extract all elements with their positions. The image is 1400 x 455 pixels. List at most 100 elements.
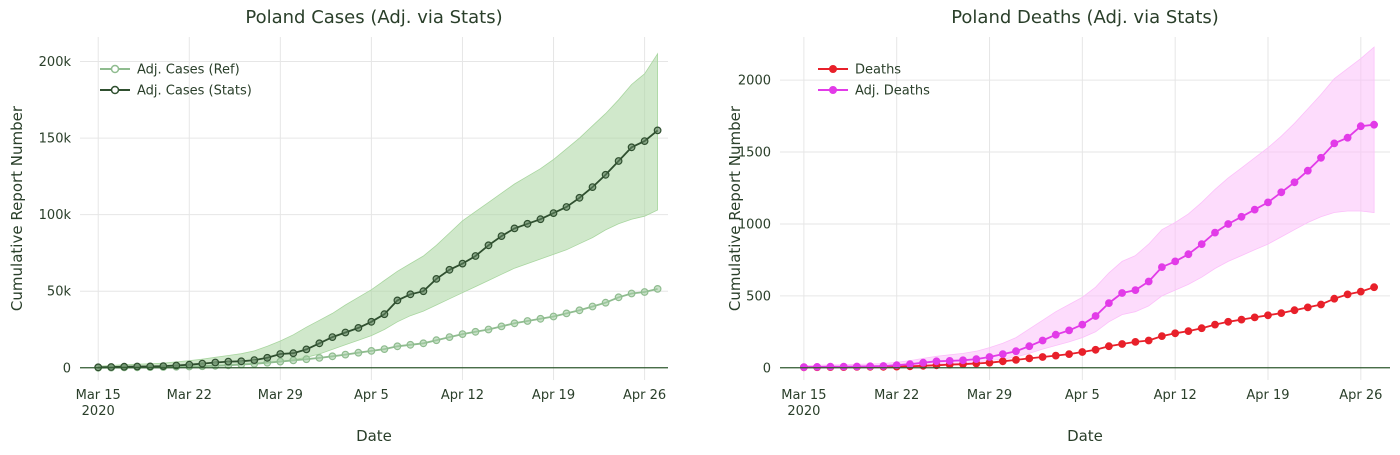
deaths-point[interactable] bbox=[1091, 345, 1100, 354]
adj-cases-ref-point[interactable] bbox=[289, 356, 298, 365]
deaths-point[interactable] bbox=[1184, 327, 1193, 336]
deaths-point[interactable] bbox=[1197, 324, 1206, 333]
adj-cases-stats-point[interactable] bbox=[380, 310, 389, 319]
adj-deaths-point[interactable] bbox=[945, 357, 954, 365]
deaths-point[interactable] bbox=[1277, 309, 1286, 318]
adj-cases-stats-point[interactable] bbox=[328, 333, 337, 342]
adj-cases-stats-point[interactable] bbox=[263, 353, 272, 362]
adj-cases-stats-point[interactable] bbox=[159, 362, 168, 371]
adj-deaths-point[interactable] bbox=[919, 358, 928, 367]
adj-cases-stats-point[interactable] bbox=[120, 362, 129, 371]
legend-entry-deaths[interactable]: Deaths bbox=[855, 63, 901, 78]
adj-cases-ref-point[interactable] bbox=[419, 339, 428, 348]
deaths-point[interactable] bbox=[1144, 336, 1153, 345]
adj-deaths-point[interactable] bbox=[1091, 312, 1100, 320]
adj-deaths-point[interactable] bbox=[1197, 240, 1206, 249]
adj-deaths-point[interactable] bbox=[1290, 178, 1299, 187]
deaths-point[interactable] bbox=[1038, 353, 1047, 361]
adj-cases-ref-point[interactable] bbox=[588, 302, 597, 311]
adj-cases-stats-point[interactable] bbox=[458, 259, 467, 268]
adj-deaths-point[interactable] bbox=[1131, 286, 1140, 295]
adj-cases-stats-point[interactable] bbox=[198, 359, 207, 368]
adj-cases-ref-point[interactable] bbox=[640, 288, 649, 296]
adj-cases-stats-point[interactable] bbox=[237, 357, 246, 366]
adj-deaths-point[interactable] bbox=[998, 350, 1007, 359]
adj-cases-stats-point[interactable] bbox=[497, 232, 506, 241]
adj-deaths-point[interactable] bbox=[1065, 326, 1073, 335]
adj-deaths-point[interactable] bbox=[1237, 212, 1246, 221]
adj-deaths-point[interactable] bbox=[932, 357, 941, 366]
adj-cases-stats-point[interactable] bbox=[601, 170, 610, 179]
adj-cases-stats-point[interactable] bbox=[276, 350, 285, 358]
adj-deaths-point[interactable] bbox=[1171, 257, 1180, 266]
adj-cases-stats-point[interactable] bbox=[510, 224, 519, 233]
adj-deaths-point[interactable] bbox=[839, 362, 848, 371]
adj-deaths-point[interactable] bbox=[1224, 220, 1233, 228]
deaths-point[interactable] bbox=[1118, 340, 1126, 348]
adj-deaths-point[interactable] bbox=[1038, 336, 1047, 345]
adj-cases-stats-point[interactable] bbox=[354, 324, 363, 332]
adj-cases-ref-point[interactable] bbox=[328, 352, 337, 361]
adj-deaths-point[interactable] bbox=[800, 363, 808, 372]
adj-deaths-point[interactable] bbox=[892, 361, 901, 370]
adj-cases-ref-point[interactable] bbox=[614, 293, 623, 302]
adj-cases-ref-point[interactable] bbox=[484, 325, 493, 334]
legend-entry-adj-deaths[interactable]: Adj. Deaths bbox=[855, 84, 930, 99]
deaths-point[interactable] bbox=[1157, 332, 1166, 341]
adj-deaths-point[interactable] bbox=[1012, 347, 1020, 356]
deaths-point[interactable] bbox=[1171, 329, 1180, 338]
adj-cases-stats-point[interactable] bbox=[406, 290, 415, 299]
deaths-point[interactable] bbox=[1343, 290, 1352, 299]
deaths-point[interactable] bbox=[1065, 350, 1073, 359]
adj-deaths-point[interactable] bbox=[826, 362, 835, 371]
adj-cases-ref-point[interactable] bbox=[497, 322, 506, 331]
adj-deaths-point[interactable] bbox=[1356, 122, 1365, 131]
legend-entry-adj-cases-ref[interactable]: Adj. Cases (Ref) bbox=[137, 63, 240, 78]
adj-deaths-point[interactable] bbox=[985, 353, 994, 361]
adj-cases-stats-point[interactable] bbox=[419, 287, 428, 296]
legend-entry-adj-cases-stats[interactable]: Adj. Cases (Stats) bbox=[137, 84, 252, 99]
adj-deaths-point[interactable] bbox=[866, 362, 875, 371]
deaths-point[interactable] bbox=[1025, 354, 1034, 363]
adj-cases-stats-point[interactable] bbox=[523, 219, 532, 228]
adj-deaths-point[interactable] bbox=[1025, 342, 1034, 351]
adj-deaths-point[interactable] bbox=[906, 360, 914, 369]
adj-cases-ref-point[interactable] bbox=[471, 327, 480, 336]
deaths-point[interactable] bbox=[1224, 317, 1233, 326]
adj-deaths-point[interactable] bbox=[1277, 188, 1286, 197]
deaths-point[interactable] bbox=[1104, 342, 1113, 351]
adj-cases-ref-point[interactable] bbox=[354, 348, 363, 357]
adj-cases-stats-point[interactable] bbox=[549, 209, 558, 218]
adj-cases-stats-point[interactable] bbox=[627, 143, 636, 152]
deaths-point[interactable] bbox=[1250, 313, 1259, 322]
adj-deaths-point[interactable] bbox=[1343, 133, 1352, 142]
adj-cases-ref-point[interactable] bbox=[276, 357, 285, 366]
adj-cases-ref-point[interactable] bbox=[341, 350, 350, 359]
adj-cases-stats-point[interactable] bbox=[341, 328, 350, 337]
adj-cases-stats-point[interactable] bbox=[393, 296, 402, 305]
adj-deaths-point[interactable] bbox=[959, 356, 967, 365]
adj-deaths-point[interactable] bbox=[1264, 198, 1272, 207]
adj-cases-ref-point[interactable] bbox=[432, 336, 441, 345]
adj-cases-stats-point[interactable] bbox=[289, 349, 298, 358]
adj-cases-ref-point[interactable] bbox=[302, 355, 311, 364]
adj-deaths-point[interactable] bbox=[1250, 205, 1259, 214]
deaths-point[interactable] bbox=[1317, 300, 1325, 309]
adj-deaths-point[interactable] bbox=[1303, 166, 1312, 175]
adj-cases-ref-point[interactable] bbox=[523, 317, 532, 325]
adj-deaths-point[interactable] bbox=[1157, 263, 1166, 272]
adj-cases-ref-point[interactable] bbox=[549, 312, 558, 321]
adj-cases-ref-point[interactable] bbox=[406, 340, 415, 349]
adj-cases-stats-point[interactable] bbox=[432, 275, 441, 283]
deaths-point[interactable] bbox=[1237, 315, 1246, 324]
adj-cases-ref-point[interactable] bbox=[562, 309, 571, 318]
adj-cases-stats-point[interactable] bbox=[640, 137, 649, 146]
adj-cases-stats-point[interactable] bbox=[562, 203, 571, 211]
adj-cases-ref-point[interactable] bbox=[445, 333, 454, 342]
adj-cases-stats-point[interactable] bbox=[484, 241, 493, 250]
deaths-point[interactable] bbox=[1303, 303, 1312, 312]
adj-cases-stats-point[interactable] bbox=[614, 157, 623, 165]
adj-cases-stats-point[interactable] bbox=[536, 215, 545, 224]
adj-cases-stats-point[interactable] bbox=[471, 252, 480, 260]
adj-cases-ref-point[interactable] bbox=[510, 319, 519, 328]
